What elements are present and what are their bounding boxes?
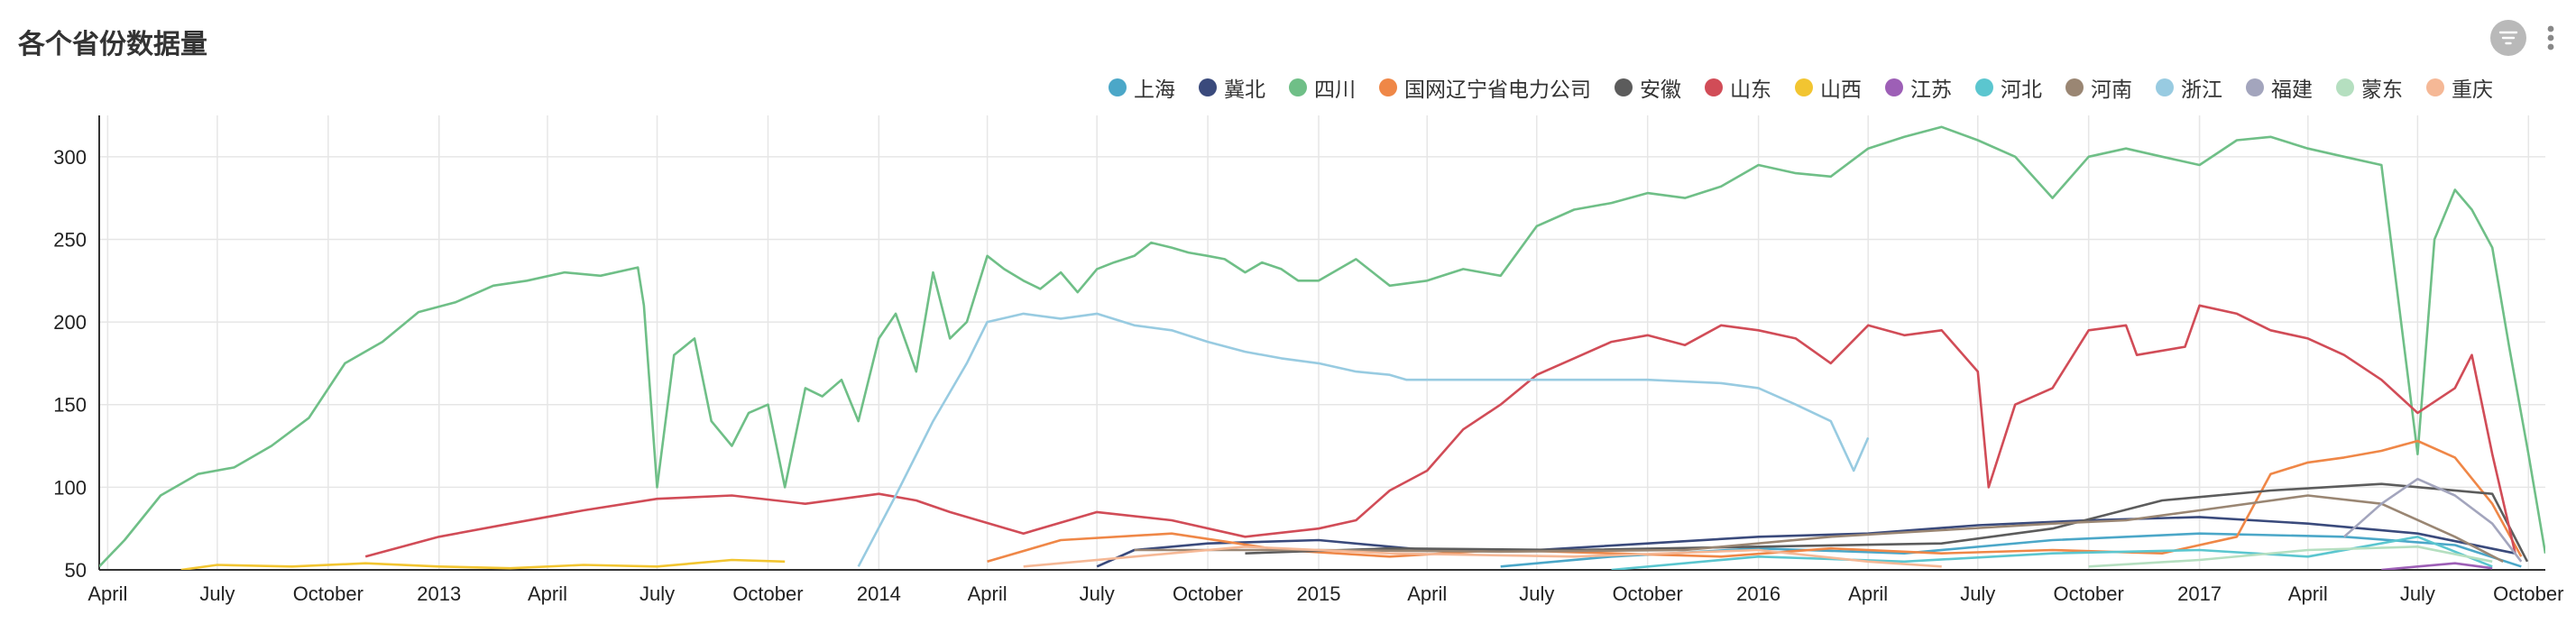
- legend-item[interactable]: 福建: [2246, 72, 2313, 103]
- legend-marker: [1615, 78, 1633, 96]
- x-tick-label: 2015: [1297, 582, 1341, 605]
- legend-label: 山东: [1730, 78, 1771, 102]
- legend-label: 重庆: [2452, 78, 2493, 102]
- x-tick-label: July: [1519, 582, 1554, 605]
- legend-label: 安徽: [1640, 78, 1681, 102]
- x-tick-label: April: [1848, 582, 1888, 605]
- legend-marker: [1975, 78, 1993, 96]
- legend-label: 河南: [2091, 78, 2132, 102]
- series-line-5: [364, 304, 2516, 558]
- legend-marker: [1379, 78, 1397, 96]
- legend-marker: [1795, 78, 1813, 96]
- y-tick-label: 150: [53, 394, 87, 417]
- y-tick-label: 200: [53, 311, 87, 334]
- x-tick-label: October: [293, 582, 363, 605]
- series-line-3: [987, 439, 2523, 564]
- x-tick-label: 2017: [2177, 582, 2222, 605]
- y-tick-label: 50: [65, 559, 87, 582]
- series-line-12: [2088, 545, 2493, 568]
- x-tick-label: October: [2054, 582, 2124, 605]
- x-tick-label: October: [732, 582, 803, 605]
- legend-label: 河北: [2001, 78, 2042, 102]
- legend-item[interactable]: 河南: [2065, 72, 2132, 103]
- legend-label: 浙江: [2181, 78, 2222, 102]
- legend-item[interactable]: 冀北: [1199, 72, 1265, 103]
- x-tick-label: 2016: [1736, 582, 1780, 605]
- x-tick-label: April: [2288, 582, 2328, 605]
- legend-marker: [1705, 78, 1723, 96]
- x-tick-label: April: [87, 582, 127, 605]
- x-tick-label: April: [968, 582, 1007, 605]
- x-tick-label: April: [528, 582, 567, 605]
- x-tick-label: July: [1960, 582, 1995, 605]
- x-tick-label: 2013: [417, 582, 461, 605]
- legend-item[interactable]: 浙江: [2156, 72, 2222, 103]
- legend-item[interactable]: 安徽: [1615, 72, 1681, 103]
- legend-label: 国网辽宁省电力公司: [1404, 78, 1591, 102]
- series-line-4: [1245, 482, 2529, 563]
- more-options-button[interactable]: [2542, 20, 2560, 56]
- chart-legend: 上海 冀北 四川 国网辽宁省电力公司 安徽 山东 山西 江苏 河北 河南 浙江 福建 蒙东 重庆: [1085, 72, 2493, 103]
- series-line-6: [180, 558, 786, 570]
- x-tick-label: October: [1613, 582, 1683, 605]
- legend-marker: [2426, 78, 2444, 96]
- x-tick-label: July: [2400, 582, 2435, 605]
- legend-item[interactable]: 国网辽宁省电力公司: [1379, 72, 1591, 103]
- legend-marker: [1885, 78, 1903, 96]
- legend-label: 上海: [1134, 78, 1175, 102]
- series-line-8: [1611, 535, 2493, 570]
- legend-label: 冀北: [1224, 78, 1265, 102]
- legend-item[interactable]: 河北: [1975, 72, 2042, 103]
- filter-button[interactable]: [2490, 20, 2526, 56]
- legend-marker: [2336, 78, 2354, 96]
- legend-marker: [2065, 78, 2084, 96]
- series-line-2: [99, 125, 2545, 568]
- legend-item[interactable]: 山西: [1795, 72, 1862, 103]
- x-tick-label: October: [2493, 582, 2563, 605]
- x-tick-label: July: [199, 582, 235, 605]
- series-line-7: [2381, 562, 2493, 570]
- legend-item[interactable]: 四川: [1289, 72, 1356, 103]
- x-tick-label: October: [1173, 582, 1243, 605]
- legend-item[interactable]: 重庆: [2426, 72, 2493, 103]
- x-tick-label: July: [639, 582, 675, 605]
- y-tick-label: 250: [53, 228, 87, 251]
- more-vertical-icon: [2547, 25, 2554, 50]
- legend-label: 蒙东: [2361, 78, 2403, 102]
- page-title: 各个省份数据量: [18, 29, 207, 60]
- series-line-10: [857, 312, 1870, 567]
- y-tick-label: 300: [53, 146, 87, 169]
- legend-marker: [2156, 78, 2174, 96]
- series-line-1: [1096, 516, 2516, 568]
- x-tick-label: July: [1080, 582, 1115, 605]
- legend-item[interactable]: 江苏: [1885, 72, 1952, 103]
- legend-item[interactable]: 山东: [1705, 72, 1771, 103]
- x-tick-label: April: [1407, 582, 1447, 605]
- series-line-13: [1023, 545, 1942, 568]
- legend-label: 山西: [1820, 78, 1862, 102]
- y-tick-label: 100: [53, 476, 87, 499]
- legend-label: 四川: [1314, 78, 1356, 102]
- x-tick-label: 2014: [857, 582, 901, 605]
- legend-item[interactable]: 上海: [1109, 72, 1175, 103]
- legend-marker: [1109, 78, 1127, 96]
- legend-label: 江苏: [1910, 78, 1952, 102]
- legend-marker: [2246, 78, 2264, 96]
- legend-marker: [1289, 78, 1307, 96]
- legend-marker: [1199, 78, 1217, 96]
- legend-label: 福建: [2271, 78, 2313, 102]
- legend-item[interactable]: 蒙东: [2336, 72, 2403, 103]
- filter-icon: [2498, 31, 2518, 45]
- series-line-11: [2343, 477, 2523, 563]
